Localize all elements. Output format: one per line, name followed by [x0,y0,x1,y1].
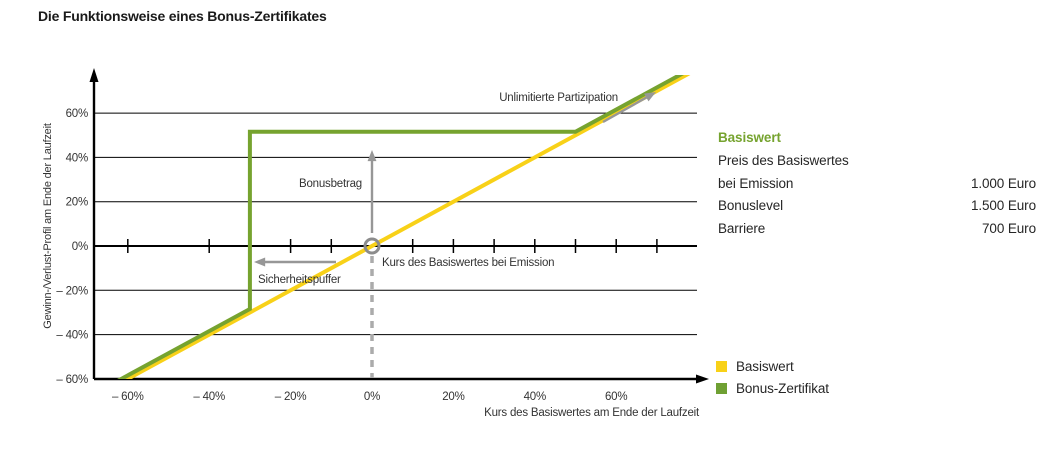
series-line-basiswert [123,75,691,379]
annotation-sicherheitspuffer: Sicherheitspuffer [258,274,341,286]
info-label: bei Emission [718,175,794,191]
y-tick-label--40: – 40% [56,330,88,342]
info-label: Barriere [718,220,766,236]
y-tick-label-20: 20% [66,197,88,209]
y-tick-label-40: 40% [66,152,88,164]
annotation-kurs-bei-emission: Kurs des Basiswertes bei Emission [382,257,554,269]
x-tick-label-20: 20% [442,391,464,403]
x-tick-label--60: – 60% [112,391,144,403]
legend-label: Bonus-Zertifikat [736,380,829,396]
info-panel-heading: Basiswert [718,130,781,145]
info-value: 1.500 Euro [970,198,1036,213]
chart-legend: Basiswert Bonus-Zertifikat [716,355,829,399]
info-value: 1.000 Euro [970,175,1036,191]
x-tick-label-60: 60% [605,391,627,403]
page-title: Die Funktionsweise eines Bonus-Zertifika… [38,8,327,24]
y-tick-label-0: 0% [72,241,88,253]
legend-swatch-basiswert-icon [716,360,727,372]
x-tick-label--40: – 40% [193,391,225,403]
annotation-unlimitierte-partizipation: Unlimitierte Partizipation [499,92,618,104]
x-tick-label-0: 0% [364,391,380,403]
annotation-bonusbetrag: Bonusbetrag [299,178,362,190]
legend-item-bonus-zertifikat: Bonus-Zertifikat [716,377,829,399]
y-tick-label--60: – 60% [56,374,88,386]
x-axis-arrowhead-icon [696,374,709,384]
unlimited-participation-arrow [602,96,648,124]
info-panel: Basiswert Preis des Basiswertes bei Emis… [718,126,1036,240]
x-tick-label--20: – 20% [275,391,307,403]
info-row-barriere: Barriere 700 Euro [718,218,1036,241]
info-label: Preis des Basiswertes [718,153,849,168]
y-tick-label-60: 60% [66,108,88,120]
y-axis-arrowhead-icon [89,68,99,82]
legend-swatch-bonus-zertifikat-icon [716,382,727,394]
unlimited-participation-arrow-head-icon [644,92,656,102]
series-line-bonus-zertifikat [117,75,684,379]
legend-label: Basiswert [736,358,794,374]
x-tick-label-40: 40% [524,391,546,403]
y-tick-label--20: – 20% [56,285,88,297]
safety-buffer-arrow-head-icon [254,257,266,267]
y-axis-title: Gewinn-/Verlust-Profil am Ende der Laufz… [42,123,54,329]
info-value: 700 Euro [982,220,1036,236]
info-row-preis: Preis des Basiswertes [718,150,1036,173]
bonus-amount-arrow-head-icon [367,150,377,162]
legend-item-basiswert: Basiswert [716,355,829,377]
info-row-emission: bei Emission 1.000 Euro [718,173,1036,196]
x-axis-title: Kurs des Basiswertes am Ende der Laufzei… [484,407,700,419]
origin-marker-icon [363,237,381,255]
info-row-bonuslevel: Bonuslevel 1.500 Euro [718,195,1036,218]
info-label: Bonuslevel [718,198,784,213]
